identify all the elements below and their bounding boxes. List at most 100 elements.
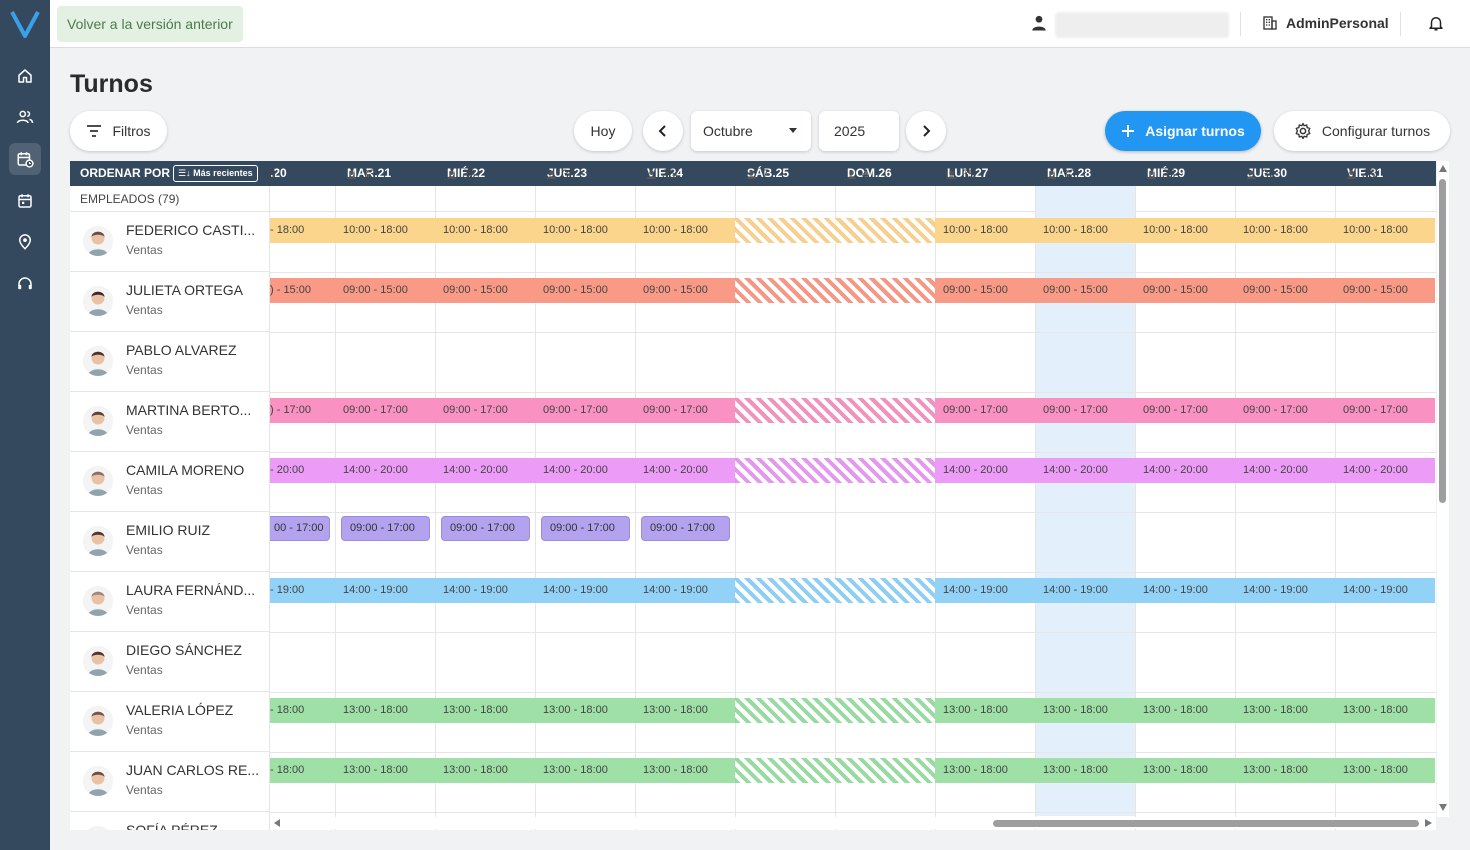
organization-name[interactable]: AdminPersonal bbox=[1286, 15, 1389, 31]
shift-cell[interactable]: 09:00 - 15:00 bbox=[1135, 278, 1235, 303]
shift-cell[interactable]: 10:00 - 18:00 bbox=[1235, 218, 1335, 243]
shift-cell[interactable]: 09:00 - 17:00 bbox=[535, 398, 635, 423]
employee-row[interactable]: JULIETA ORTEGA Ventas bbox=[70, 272, 270, 332]
shift-chip[interactable]: 09:00 - 17:00 bbox=[541, 516, 630, 541]
bell-icon[interactable] bbox=[1427, 14, 1445, 32]
weekend-shift-hatch[interactable] bbox=[735, 698, 935, 723]
employee-row[interactable]: FEDERICO CASTI... Ventas bbox=[70, 212, 270, 272]
back-to-previous-version-button[interactable]: Volver a la versión anterior bbox=[57, 6, 243, 42]
shift-cell[interactable]: 10:00 - 18:00 bbox=[335, 218, 435, 243]
weekend-shift-hatch[interactable] bbox=[735, 398, 935, 423]
shift-cell[interactable]: 14:00 - 20:00 bbox=[1235, 458, 1335, 483]
shift-cell[interactable]: 13:00 - 18:00 bbox=[535, 758, 635, 783]
weekend-shift-hatch[interactable] bbox=[735, 278, 935, 303]
employee-row[interactable]: DIEGO SÁNCHEZ Ventas bbox=[70, 632, 270, 692]
shift-cell[interactable]: 09:00 - 15:00 bbox=[535, 278, 635, 303]
shift-cell[interactable]: ) - 17:00 bbox=[270, 398, 335, 423]
shift-cell[interactable]: 13:00 - 18:00 bbox=[1235, 698, 1335, 723]
shift-cell[interactable]: 14:00 - 20:00 bbox=[935, 458, 1035, 483]
year-select[interactable]: 2025 bbox=[819, 111, 899, 151]
shift-cell[interactable]: - 19:00 bbox=[270, 578, 335, 603]
nav-locations[interactable] bbox=[9, 226, 41, 258]
configure-shifts-button[interactable]: Configurar turnos bbox=[1274, 111, 1450, 151]
scroll-right-arrow-icon[interactable] bbox=[1425, 819, 1432, 827]
shift-cell[interactable]: 14:00 - 19:00 bbox=[935, 578, 1035, 603]
weekend-shift-hatch[interactable] bbox=[735, 218, 935, 243]
shift-cell[interactable]: - 20:00 bbox=[270, 458, 335, 483]
shift-cell[interactable]: 10:00 - 18:00 bbox=[535, 218, 635, 243]
assign-shifts-button[interactable]: Asignar turnos bbox=[1105, 111, 1261, 151]
shift-cell[interactable]: ) - 15:00 bbox=[270, 278, 335, 303]
shift-cell[interactable]: 09:00 - 15:00 bbox=[435, 278, 535, 303]
shift-cell[interactable]: 10:00 - 18:00 bbox=[935, 218, 1035, 243]
shift-cell[interactable]: 10:00 - 18:00 bbox=[435, 218, 535, 243]
shift-cell[interactable]: 09:00 - 17:00 bbox=[1035, 398, 1135, 423]
shift-cell[interactable]: 09:00 - 15:00 bbox=[935, 278, 1035, 303]
shift-cell[interactable]: 10:00 - 18:00 bbox=[1135, 218, 1235, 243]
shift-cell[interactable]: 14:00 - 20:00 bbox=[1135, 458, 1235, 483]
filters-button[interactable]: Filtros bbox=[70, 111, 167, 151]
nav-calendar[interactable] bbox=[9, 185, 41, 217]
employee-row[interactable]: CAMILA MORENO Ventas bbox=[70, 452, 270, 512]
employee-row[interactable]: EMILIO RUIZ Ventas bbox=[70, 512, 270, 572]
shift-cell[interactable]: 14:00 - 20:00 bbox=[435, 458, 535, 483]
employee-row[interactable]: LAURA FERNÁND... Ventas bbox=[70, 572, 270, 632]
shift-cell[interactable]: 13:00 - 18:00 bbox=[535, 698, 635, 723]
employee-row[interactable]: VALERIA LÓPEZ Ventas bbox=[70, 692, 270, 752]
shift-cell[interactable]: 14:00 - 19:00 bbox=[1235, 578, 1335, 603]
shift-cell[interactable]: 13:00 - 18:00 bbox=[335, 758, 435, 783]
shift-cell[interactable]: 09:00 - 17:00 bbox=[935, 398, 1035, 423]
shift-cell[interactable]: 09:00 - 17:00 bbox=[1235, 398, 1335, 423]
shift-cell[interactable]: 13:00 - 18:00 bbox=[435, 758, 535, 783]
user-icon[interactable] bbox=[1030, 14, 1048, 32]
shift-cell[interactable]: 14:00 - 20:00 bbox=[1335, 458, 1435, 483]
employee-row[interactable]: MARTINA BERTO... Ventas bbox=[70, 392, 270, 452]
shift-cell[interactable]: 13:00 - 18:00 bbox=[935, 758, 1035, 783]
shift-cell[interactable]: 09:00 - 15:00 bbox=[635, 278, 735, 303]
shift-cell[interactable]: 13:00 - 18:00 bbox=[1035, 758, 1135, 783]
scroll-left-arrow-icon[interactable] bbox=[274, 819, 281, 827]
shift-cell[interactable]: 13:00 - 18:00 bbox=[435, 698, 535, 723]
shift-cell[interactable]: 14:00 - 19:00 bbox=[1335, 578, 1435, 603]
month-select[interactable]: Octubre bbox=[691, 111, 811, 151]
weekend-shift-hatch[interactable] bbox=[735, 458, 935, 483]
shift-cell[interactable]: 13:00 - 18:00 bbox=[1335, 758, 1435, 783]
shift-cell[interactable]: 13:00 - 18:00 bbox=[1135, 698, 1235, 723]
shift-cell[interactable]: 14:00 - 20:00 bbox=[1035, 458, 1135, 483]
nav-home[interactable] bbox=[9, 60, 41, 92]
shift-cell[interactable]: 10:00 - 18:00 bbox=[1335, 218, 1435, 243]
shift-cell[interactable]: 14:00 - 19:00 bbox=[635, 578, 735, 603]
shift-cell[interactable]: 14:00 - 19:00 bbox=[1135, 578, 1235, 603]
shift-cell[interactable]: 13:00 - 18:00 bbox=[335, 698, 435, 723]
shift-cell[interactable]: 13:00 - 18:00 bbox=[935, 698, 1035, 723]
shift-cell[interactable]: 14:00 - 20:00 bbox=[635, 458, 735, 483]
shift-cell[interactable]: 09:00 - 15:00 bbox=[335, 278, 435, 303]
weekend-shift-hatch[interactable] bbox=[735, 758, 935, 783]
shift-cell[interactable]: - 18:00 bbox=[270, 218, 335, 243]
today-button[interactable]: Hoy bbox=[574, 111, 632, 151]
shift-chip[interactable]: 09:00 - 17:00 bbox=[341, 516, 430, 541]
shift-cell[interactable]: 13:00 - 18:00 bbox=[635, 758, 735, 783]
shift-cell[interactable]: 09:00 - 15:00 bbox=[1035, 278, 1135, 303]
shift-chip[interactable]: 09:00 - 17:00 bbox=[641, 516, 730, 541]
employee-row[interactable]: JUAN CARLOS RE... Ventas bbox=[70, 752, 270, 812]
weekend-shift-hatch[interactable] bbox=[735, 578, 935, 603]
employee-row[interactable]: SOFÍA PÉREZVentas bbox=[70, 812, 270, 830]
scroll-down-arrow-icon[interactable] bbox=[1439, 804, 1447, 811]
app-logo-icon[interactable] bbox=[10, 8, 40, 40]
shift-chip[interactable]: 09:00 - 17:00 bbox=[441, 516, 530, 541]
scroll-up-arrow-icon[interactable] bbox=[1439, 165, 1447, 172]
employee-row[interactable]: PABLO ALVAREZ Ventas bbox=[70, 332, 270, 392]
shift-cell[interactable]: 14:00 - 19:00 bbox=[435, 578, 535, 603]
nav-shifts[interactable] bbox=[9, 143, 41, 175]
shift-cell[interactable]: 14:00 - 19:00 bbox=[1035, 578, 1135, 603]
shift-cell[interactable]: 14:00 - 20:00 bbox=[335, 458, 435, 483]
horizontal-scroll-thumb[interactable] bbox=[993, 820, 1419, 827]
shift-chip[interactable]: 00 - 17:00 bbox=[265, 516, 330, 541]
sort-chip[interactable]: ☰↓ Más recientes bbox=[173, 165, 258, 182]
shift-cell[interactable]: 13:00 - 18:00 bbox=[1035, 698, 1135, 723]
shift-cell[interactable]: 09:00 - 17:00 bbox=[435, 398, 535, 423]
nav-support[interactable] bbox=[9, 268, 41, 300]
shift-cell[interactable]: 13:00 - 18:00 bbox=[1335, 698, 1435, 723]
nav-users[interactable] bbox=[9, 101, 41, 133]
